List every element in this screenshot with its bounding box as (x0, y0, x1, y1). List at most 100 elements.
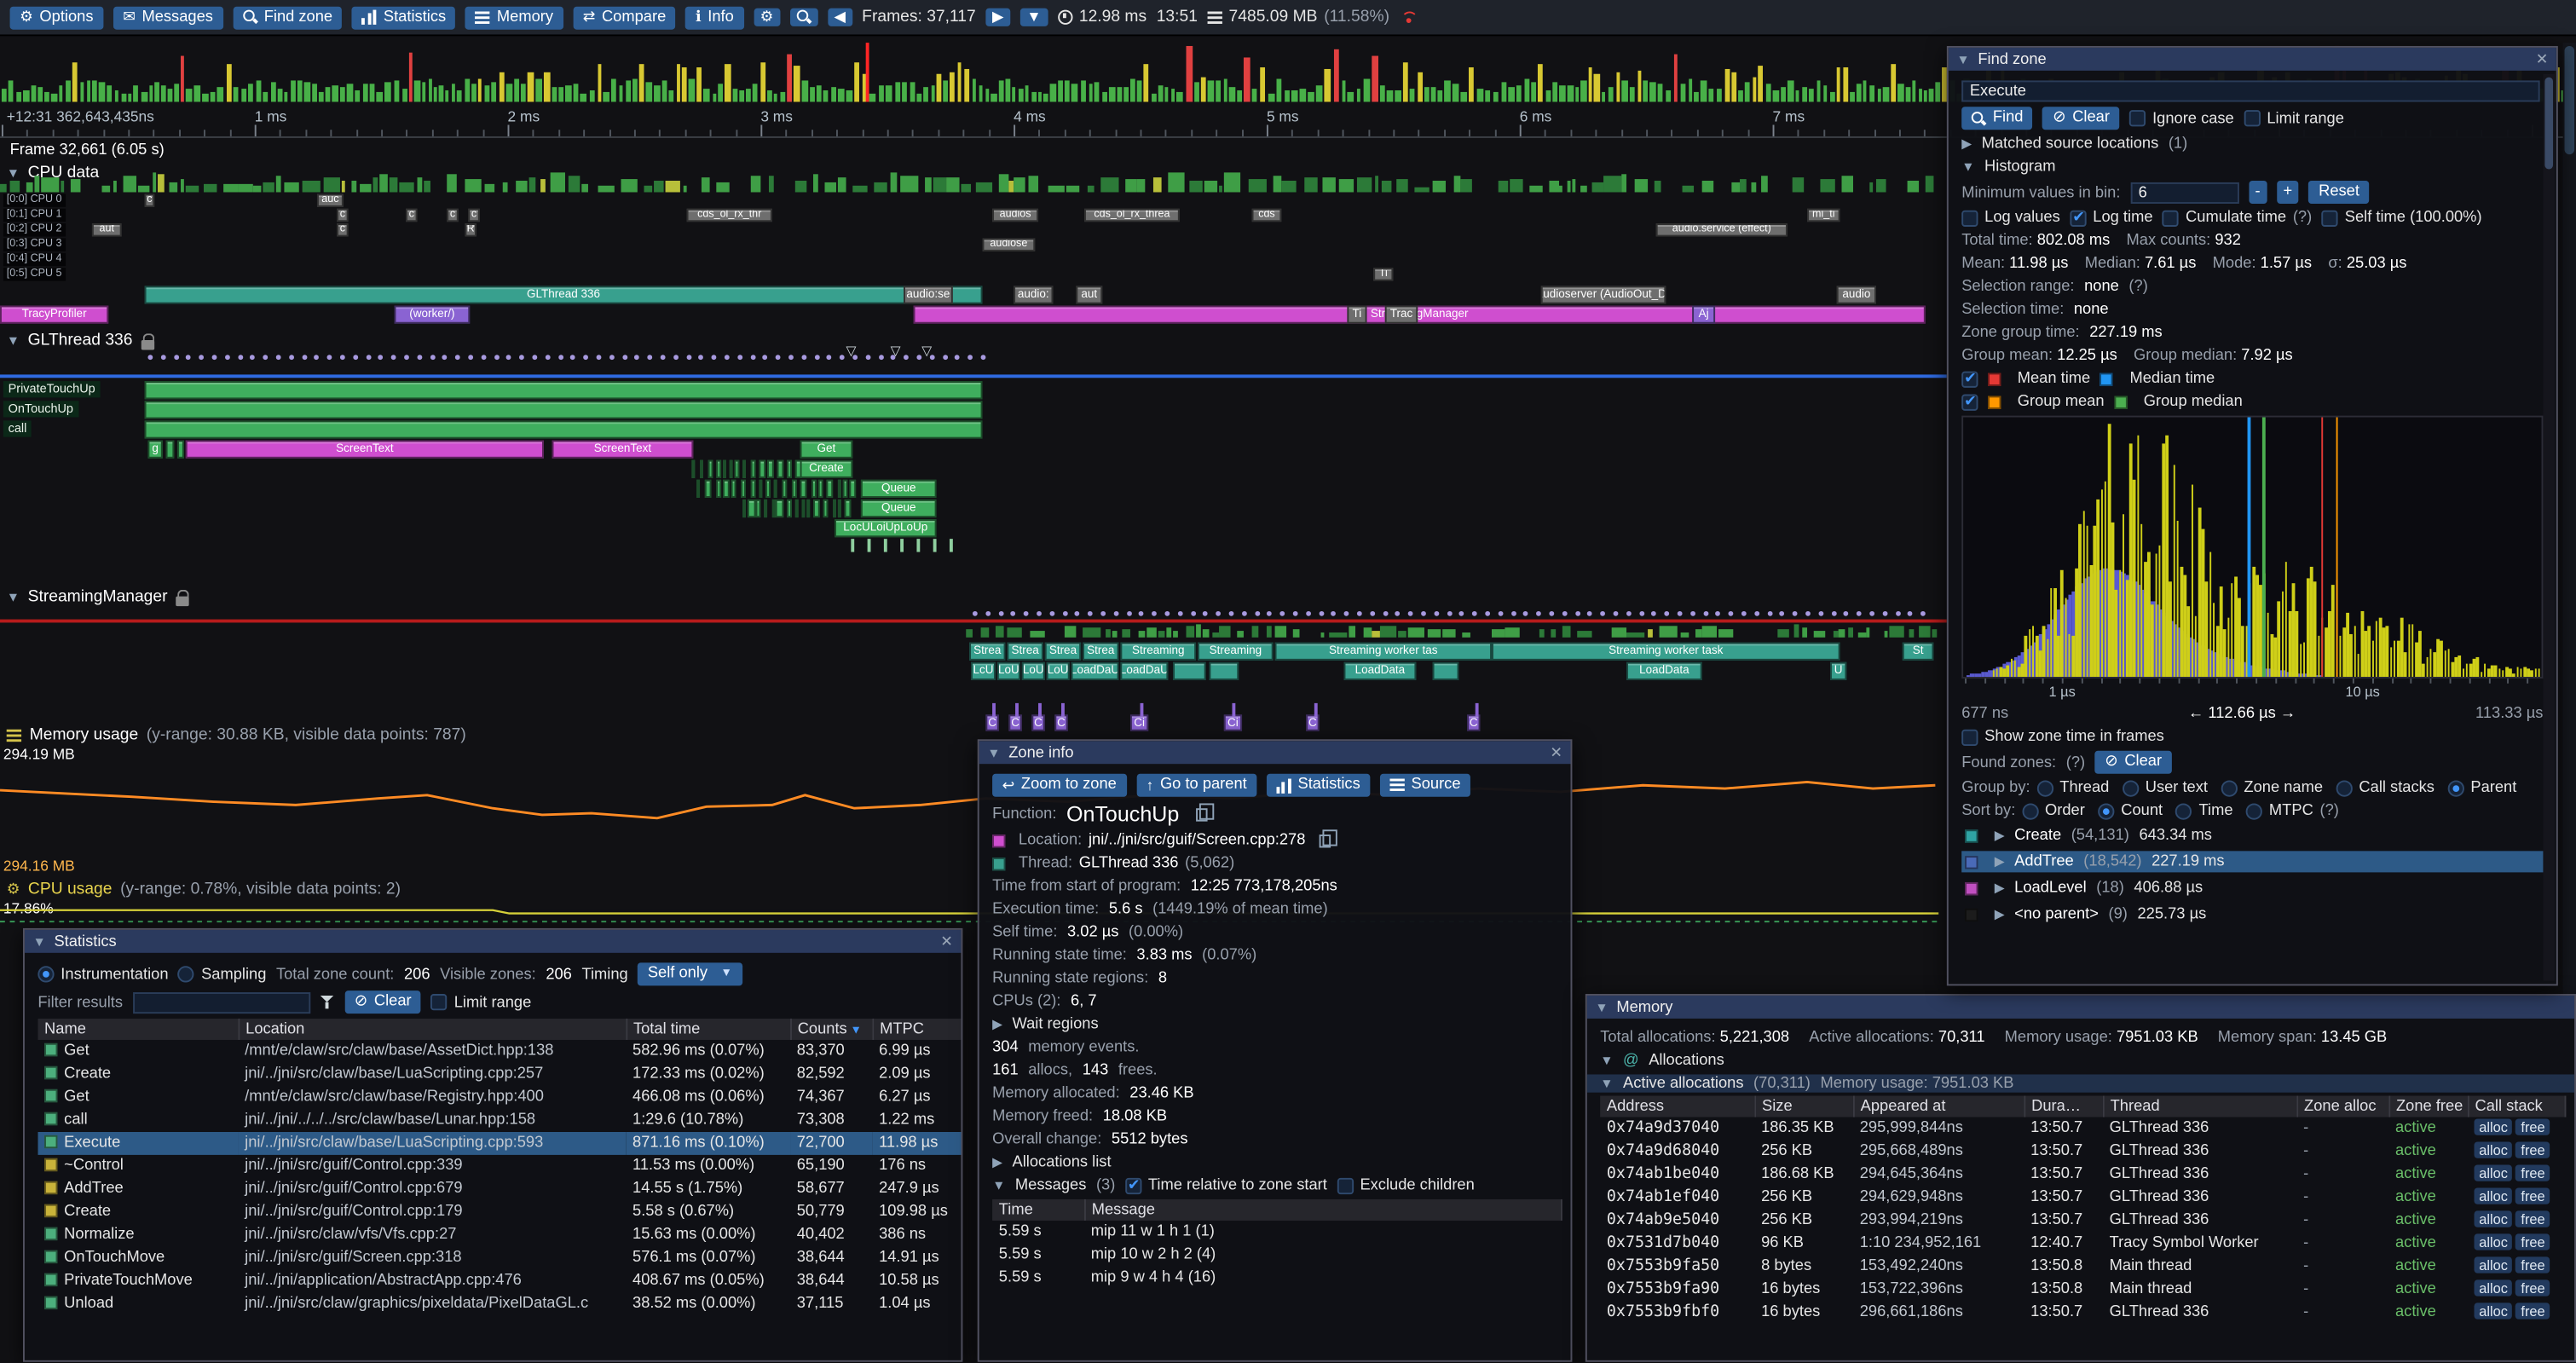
frame-bar[interactable] (1701, 80, 1707, 102)
histogram-bar[interactable] (2342, 628, 2346, 678)
timeline-zone[interactable]: ScreenText (185, 440, 544, 459)
statistics-row[interactable]: OnTouchMove jni/../jni/src/guif/Screen.cp… (38, 1247, 961, 1270)
timeline-zone[interactable] (758, 459, 765, 478)
message-dot[interactable] (160, 355, 166, 361)
message-row[interactable]: 5.59 s mip 9 w 4 h 4 (16) (998, 1268, 1216, 1287)
timeline-zone[interactable] (849, 479, 856, 498)
message-dot[interactable] (1831, 610, 1836, 616)
message-dot[interactable] (1780, 610, 1785, 616)
column-header[interactable]: Thread (2102, 1095, 2298, 1118)
message-dot[interactable] (1152, 610, 1158, 616)
frame-bar[interactable] (923, 86, 929, 102)
timeline-zone[interactable]: audio.service (effect) (1655, 223, 1788, 237)
message-dot[interactable] (685, 355, 691, 361)
statistics-titlebar[interactable]: ▼ Statistics ✕ (24, 929, 962, 953)
frame-bar[interactable] (681, 67, 687, 102)
message-dot[interactable] (1702, 610, 1708, 616)
close-icon[interactable]: ✕ (2535, 49, 2549, 67)
histogram-bar[interactable] (2284, 562, 2288, 678)
histogram-bar[interactable] (2400, 618, 2404, 678)
min-bin-decrease-button[interactable]: - (2248, 181, 2267, 204)
frame-bar[interactable] (1608, 87, 1614, 102)
timeline-zone[interactable] (845, 499, 852, 518)
frame-bar[interactable] (226, 63, 232, 102)
message-dot[interactable] (506, 355, 512, 361)
histogram-bar[interactable] (2244, 625, 2248, 678)
frame-bar[interactable] (514, 79, 520, 102)
free-callstack-button[interactable]: free (2515, 1118, 2550, 1135)
frame-bar[interactable] (451, 84, 455, 102)
column-header[interactable]: Counts ▼ (790, 1018, 874, 1040)
column-header[interactable]: Total time (626, 1018, 791, 1040)
streamingmanager-section-header[interactable]: ▼ StreamingManager (7, 588, 189, 606)
timeline-zone[interactable]: LoadDaU (1120, 661, 1169, 680)
frame-bar[interactable] (767, 90, 772, 102)
histogram-bar[interactable] (2447, 648, 2451, 678)
frame-bar[interactable] (838, 89, 845, 102)
frame-bar[interactable] (985, 89, 990, 102)
frame-bar[interactable] (1201, 77, 1206, 102)
message-dot[interactable] (647, 355, 653, 361)
frame-bar[interactable] (1170, 88, 1175, 102)
histogram-bar[interactable] (2068, 634, 2071, 678)
message-dot[interactable] (1305, 610, 1311, 616)
message-dot[interactable] (237, 355, 243, 361)
message-dot[interactable] (147, 355, 153, 361)
message-dot[interactable] (1164, 610, 1170, 616)
find-zone-query-input[interactable]: Execute (1961, 80, 2540, 102)
frame-bar[interactable] (167, 88, 173, 102)
column-header[interactable]: Name (38, 1018, 240, 1040)
frame-bar[interactable] (725, 64, 731, 102)
frame-bar[interactable] (696, 67, 702, 102)
frame-bar[interactable] (998, 80, 1003, 102)
timeline-zone[interactable] (177, 440, 184, 459)
histogram-bar[interactable] (2176, 521, 2180, 678)
message-dot[interactable] (698, 355, 704, 361)
frame-bar[interactable] (318, 91, 324, 102)
histogram-bar[interactable] (2100, 490, 2104, 678)
message-dot[interactable] (1190, 610, 1196, 616)
allocation-row[interactable]: 0x7553b9fa50 8 bytes 153,492,240ns 13:50.8 M… (1600, 1255, 2564, 1278)
frame-bar[interactable] (654, 84, 660, 102)
frame-bar[interactable] (956, 63, 962, 102)
histogram-bar[interactable] (2010, 659, 2013, 678)
histogram-bar[interactable] (2107, 424, 2111, 678)
message-dot[interactable] (1279, 610, 1285, 616)
timeline-zone[interactable] (144, 401, 983, 419)
histogram-bar[interactable] (2111, 523, 2114, 678)
mode-radio-instrumentation[interactable]: Instrumentation (38, 965, 169, 983)
frame-bar[interactable] (972, 78, 977, 102)
alloc-callstack-button[interactable]: alloc (2474, 1256, 2513, 1273)
message-dot[interactable] (1421, 610, 1426, 616)
timeline-zone[interactable] (787, 499, 792, 518)
message-dot[interactable] (1075, 610, 1080, 616)
log-time-checkbox[interactable]: Log time (2070, 208, 2153, 227)
message-dot[interactable] (1292, 610, 1298, 616)
legend-checkbox[interactable] (1961, 392, 1978, 410)
frame-bar[interactable] (1516, 84, 1522, 102)
frame-bar[interactable] (1237, 90, 1242, 102)
histogram-bar[interactable] (2006, 665, 2009, 678)
allocation-row[interactable]: 0x74ab1be040 186.68 KB 294,645,364ns 13:50.… (1600, 1164, 2564, 1187)
frame-bar[interactable] (794, 66, 800, 102)
frame-bar[interactable] (98, 83, 106, 102)
collapse-icon[interactable]: ▼ (1961, 159, 1975, 175)
frame-bar[interactable] (1787, 80, 1793, 102)
timeline-zone[interactable]: Create (800, 459, 853, 478)
histogram-bar[interactable] (2035, 635, 2038, 678)
frame-bar[interactable] (248, 84, 254, 102)
frame-bar[interactable] (1089, 84, 1093, 102)
timeline-zone[interactable]: Ci (1129, 714, 1149, 731)
histogram-bar[interactable] (2393, 641, 2396, 678)
timeline-zone[interactable]: Trac (1384, 305, 1418, 324)
histogram-bar[interactable] (2328, 610, 2331, 678)
message-dot[interactable] (1895, 610, 1901, 616)
frame-bar[interactable] (370, 83, 375, 102)
timeline-zone[interactable] (758, 479, 763, 498)
column-header[interactable]: Location (238, 1018, 627, 1040)
frame-bar[interactable] (401, 90, 407, 102)
frame-bar[interactable] (991, 93, 997, 102)
frame-bar[interactable] (1809, 88, 1815, 102)
found-zone-group[interactable]: ▶ LoadLevel (18) 406.88 µs (1961, 877, 2543, 898)
histogram-bar[interactable] (2454, 656, 2458, 678)
